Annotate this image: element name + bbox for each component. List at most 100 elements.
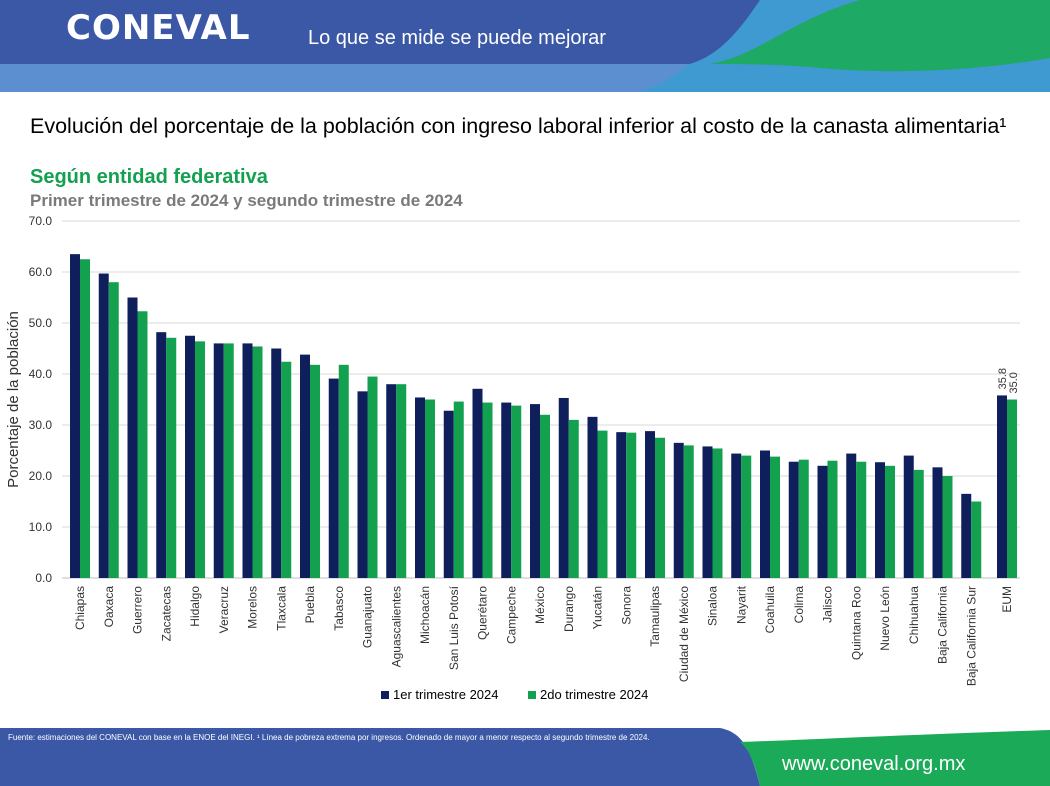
x-tick-label: Ciudad de México — [677, 586, 691, 682]
bar-2do trimestre 2024 — [971, 501, 982, 578]
legend-entry: 2do trimestre 2024 — [540, 687, 648, 702]
data-label: 35.8 — [997, 368, 1009, 389]
x-tick-label: Chihuahua — [907, 586, 921, 644]
bar-1er trimestre 2024 — [443, 410, 454, 578]
data-label: 35.0 — [1008, 372, 1020, 393]
bar-2do trimestre 2024 — [425, 399, 435, 578]
y-axis-label: Porcentaje de la población — [5, 311, 22, 488]
bar-chart: 0.0 10.0 20.0 30.0 40.0 50.0 60.0 70.0 Porcentaj… — [5, 214, 1020, 702]
bar-1er trimestre 2024 — [271, 348, 282, 578]
bar-2do trimestre 2024 — [482, 402, 493, 578]
x-tick-label: Zacatecas — [159, 586, 173, 641]
bar-1er trimestre 2024 — [70, 254, 80, 578]
x-tick-label: Jalisco — [821, 586, 835, 623]
x-tick-label: Sinaloa — [706, 586, 720, 626]
bar-1er trimestre 2024 — [558, 397, 569, 578]
x-tick-label: Quintana Roo — [849, 586, 863, 660]
x-tick-label: Tabasco — [332, 586, 346, 631]
bar-1er trimestre 2024 — [616, 432, 627, 578]
bar-1er trimestre 2024 — [961, 493, 972, 578]
bar-1er trimestre 2024 — [328, 378, 339, 578]
x-tick-label: Campeche — [504, 586, 518, 644]
x-tick-label: Oaxaca — [102, 586, 116, 628]
x-tick-label: Coahuila — [763, 586, 777, 634]
legend-entry: 1er trimestre 2024 — [393, 687, 499, 702]
bar-2do trimestre 2024 — [741, 455, 752, 578]
source-footnote: Fuente: estimaciones del CONEVAL con bas… — [8, 733, 650, 742]
bar-2do trimestre 2024 — [798, 459, 809, 578]
bar-2do trimestre 2024 — [885, 465, 895, 578]
x-tick-label: EUM — [1000, 586, 1014, 613]
bar-1er trimestre 2024 — [242, 343, 253, 578]
x-tick-label: México — [533, 586, 547, 624]
x-tick-label: Colima — [792, 586, 806, 624]
bar-2do trimestre 2024 — [568, 419, 579, 578]
chart-title: Evolución del porcentaje de la población… — [30, 114, 1007, 138]
bar-1er trimestre 2024 — [213, 343, 224, 578]
x-tick-label: Baja California Sur — [964, 586, 978, 686]
bar-1er trimestre 2024 — [997, 395, 1007, 578]
header-banner — [0, 0, 1050, 95]
y-tick-label: 50.0 — [29, 316, 53, 330]
bar-1er trimestre 2024 — [731, 453, 742, 578]
bar-1er trimestre 2024 — [788, 461, 799, 578]
bar-2do trimestre 2024 — [108, 282, 119, 578]
x-tick-label: Michoacán — [418, 586, 432, 644]
x-tick-label: Guerrero — [131, 586, 145, 634]
y-tick-label: 30.0 — [29, 418, 53, 432]
bar-2do trimestre 2024 — [1007, 399, 1017, 578]
bar-2do trimestre 2024 — [540, 414, 550, 578]
website-link[interactable]: www.coneval.org.mx — [782, 753, 966, 775]
bar-2do trimestre 2024 — [166, 337, 177, 578]
bar-2do trimestre 2024 — [597, 430, 608, 578]
bar-2do trimestre 2024 — [626, 432, 637, 578]
bar-1er trimestre 2024 — [357, 391, 368, 578]
x-tick-label: Durango — [562, 586, 576, 632]
bar-1er trimestre 2024 — [760, 450, 770, 578]
x-tick-label: Chiapas — [73, 586, 87, 630]
x-tick-label: Hidalgo — [188, 586, 202, 627]
bar-2do trimestre 2024 — [942, 476, 953, 578]
bar-2do trimestre 2024 — [511, 405, 522, 578]
x-tick-label: Puebla — [303, 586, 317, 624]
chart-subtitle: Según entidad federativa — [30, 166, 268, 188]
bar-1er trimestre 2024 — [645, 431, 655, 578]
bar-1er trimestre 2024 — [98, 273, 109, 578]
header-slogan: Lo que se mide se puede mejorar — [308, 27, 606, 49]
legend-swatch — [381, 691, 389, 699]
bar-1er trimestre 2024 — [846, 453, 857, 578]
y-tick-label: 0.0 — [35, 571, 52, 585]
bar-2do trimestre 2024 — [770, 456, 780, 578]
x-tick-label: Tlaxcala — [274, 586, 288, 631]
bar-1er trimestre 2024 — [127, 297, 138, 578]
bar-2do trimestre 2024 — [396, 384, 407, 578]
coneval-logo: CONEVAL — [66, 8, 251, 48]
bar-2do trimestre 2024 — [856, 461, 867, 578]
x-tick-label: San Luis Potosí — [447, 585, 461, 670]
bar-1er trimestre 2024 — [673, 442, 684, 578]
x-tick-label: Nayarit — [734, 585, 748, 624]
x-tick-label: Querétaro — [476, 586, 490, 640]
bar-2do trimestre 2024 — [252, 346, 263, 578]
bar-1er trimestre 2024 — [185, 335, 195, 578]
bar-2do trimestre 2024 — [367, 376, 378, 578]
x-tick-label: Nuevo León — [878, 586, 892, 651]
bar-2do trimestre 2024 — [223, 343, 234, 578]
bar-2do trimestre 2024 — [80, 259, 90, 578]
bar-2do trimestre 2024 — [683, 445, 694, 578]
bar-2do trimestre 2024 — [310, 364, 320, 578]
bar-1er trimestre 2024 — [875, 462, 885, 578]
bar-1er trimestre 2024 — [386, 384, 397, 578]
x-tick-label: Yucatán — [591, 586, 605, 629]
bar-1er trimestre 2024 — [501, 402, 512, 578]
x-tick-label: Baja California — [936, 586, 950, 664]
bar-1er trimestre 2024 — [932, 467, 943, 578]
bar-1er trimestre 2024 — [300, 354, 310, 578]
y-tick-label: 70.0 — [29, 214, 53, 228]
bar-1er trimestre 2024 — [587, 416, 598, 578]
y-tick-label: 20.0 — [29, 469, 53, 483]
bar-2do trimestre 2024 — [338, 364, 349, 578]
x-tick-label: Guanajuato — [361, 586, 375, 648]
chart-period: Primer trimestre de 2024 y segundo trime… — [30, 191, 463, 210]
bar-1er trimestre 2024 — [530, 404, 540, 578]
